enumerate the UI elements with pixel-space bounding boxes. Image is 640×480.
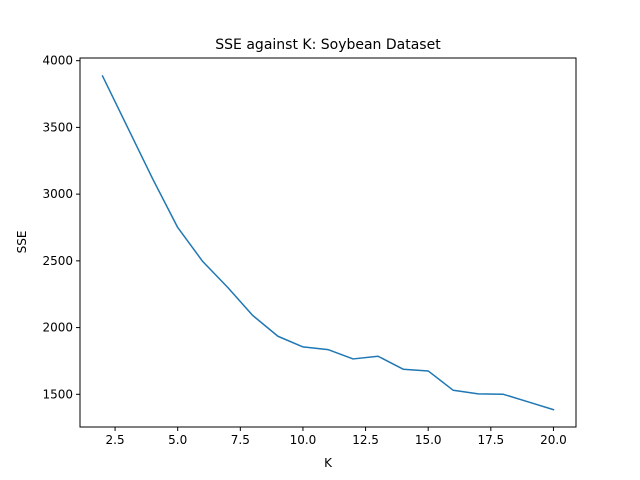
plot-area bbox=[80, 58, 576, 427]
x-tick-label: 7.5 bbox=[231, 433, 250, 447]
chart-title: SSE against K: Soybean Dataset bbox=[215, 37, 441, 53]
y-tick-label: 3500 bbox=[42, 120, 73, 134]
x-tick-label: 2.5 bbox=[106, 433, 125, 447]
y-tick-label: 2000 bbox=[42, 321, 73, 335]
y-tick-label: 3000 bbox=[42, 187, 73, 201]
y-tick-label: 1500 bbox=[42, 387, 73, 401]
x-tick-label: 20.0 bbox=[540, 433, 567, 447]
x-tick-label: 10.0 bbox=[290, 433, 317, 447]
y-tick-label: 4000 bbox=[42, 54, 73, 68]
x-tick-label: 5.0 bbox=[168, 433, 187, 447]
x-tick-label: 12.5 bbox=[352, 433, 379, 447]
x-tick-label: 15.0 bbox=[415, 433, 442, 447]
series-line-0 bbox=[101, 75, 555, 411]
series-layer bbox=[101, 75, 555, 411]
y-axis-label: SSE bbox=[15, 231, 29, 254]
x-axis-label: K bbox=[324, 456, 333, 470]
x-tick-label: 17.5 bbox=[477, 433, 504, 447]
y-axis: 1500 2000 2500 3000 3500 4000 bbox=[42, 54, 80, 401]
y-tick-label: 2500 bbox=[42, 254, 73, 268]
x-axis: 2.5 5.0 7.5 10.0 12.5 15.0 17.5 20.0 bbox=[106, 427, 567, 447]
plot-frame bbox=[79, 57, 577, 428]
